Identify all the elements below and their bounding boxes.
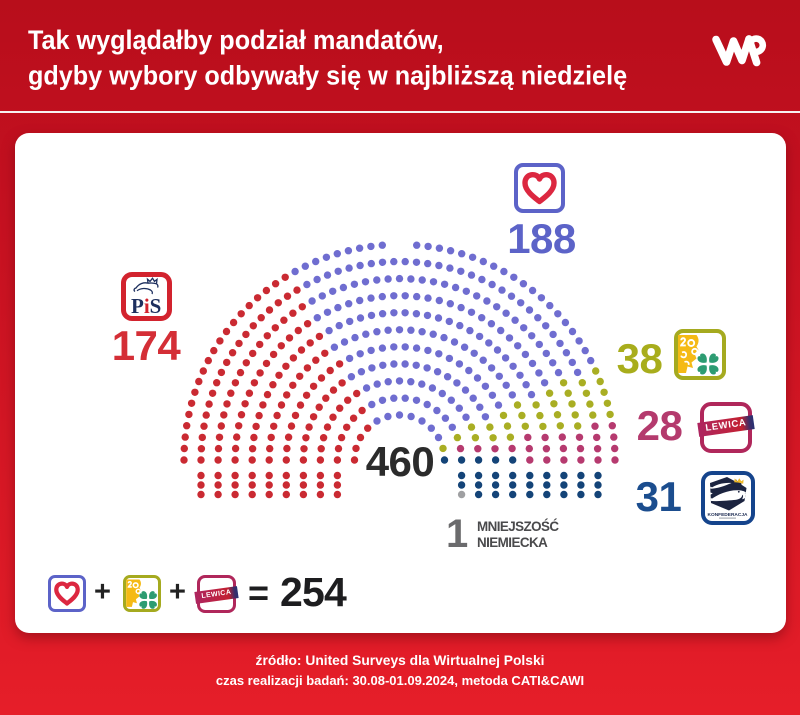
svg-text:PiS: PiS bbox=[131, 294, 161, 316]
svg-text:KONFEDERACJA: KONFEDERACJA bbox=[708, 512, 749, 518]
